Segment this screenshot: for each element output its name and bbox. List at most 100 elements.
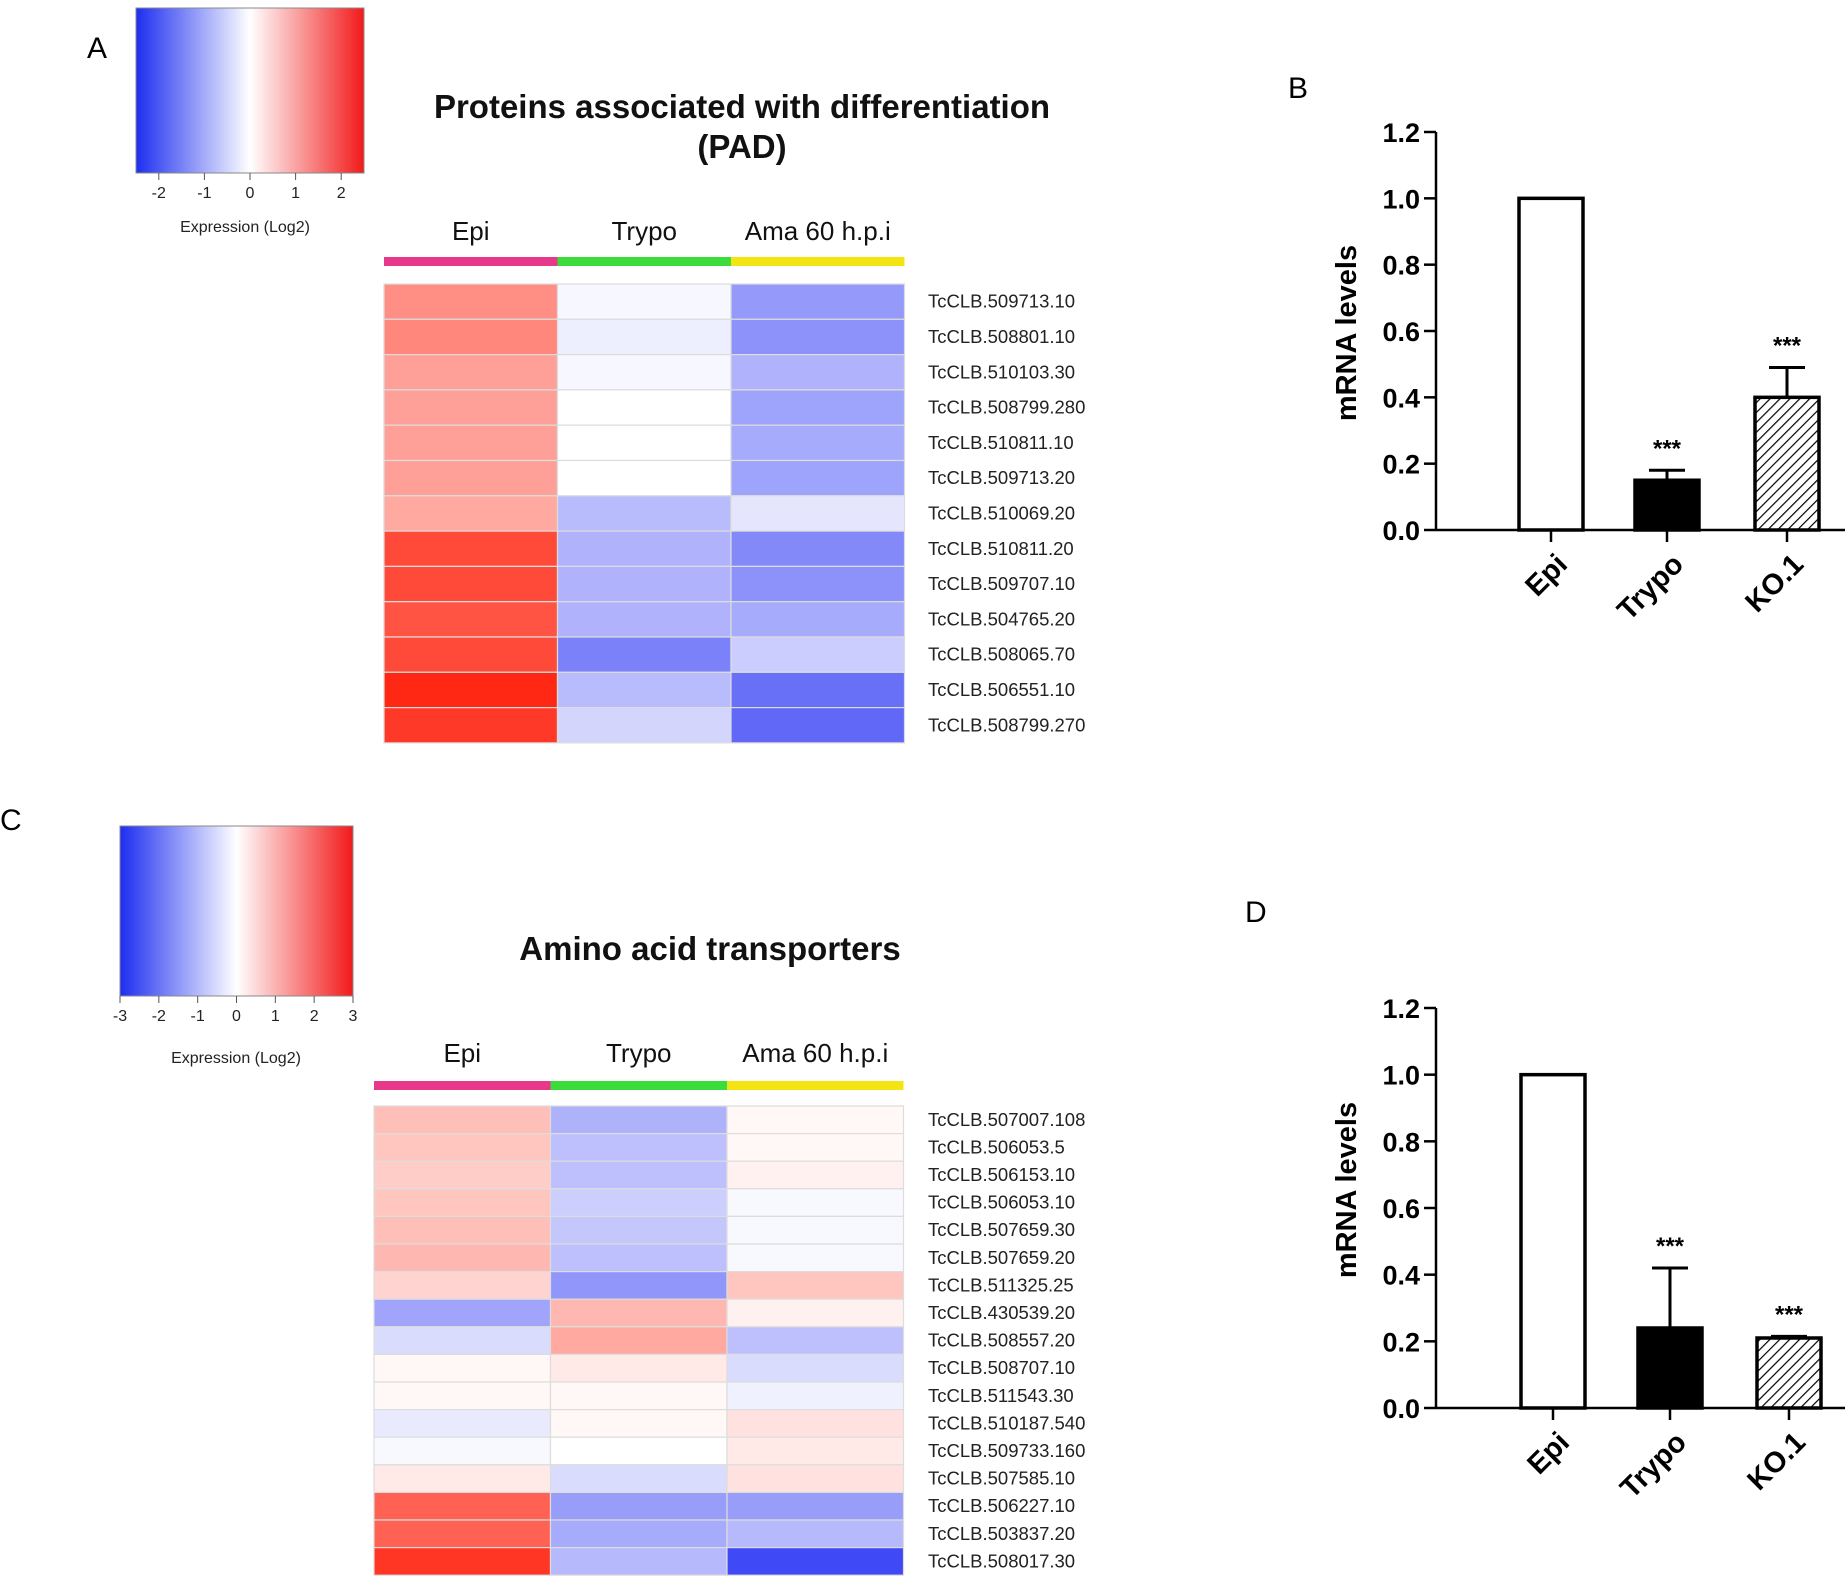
heatmap-cell [726,1215,905,1245]
heatmap-cell [556,283,732,320]
heatmap-cell [730,601,906,638]
heatmap-a-title: Proteins associated with differentiation [434,88,1050,125]
gene-label: TcCLB.509733.160 [928,1440,1085,1461]
panel-label-a: A [87,32,107,65]
column-label: Ama 60 h.p.i [745,216,891,246]
x-tick-label: KO.1 [1739,548,1809,618]
legend-tick-label: 1 [271,1008,280,1025]
gene-label: TcCLB.508557.20 [928,1330,1075,1351]
heatmap-cell [549,1464,728,1494]
heatmap-cell [730,565,906,603]
bar-b-ylabel: mRNA levels [1331,245,1363,421]
y-tick-label: 0.2 [1382,1327,1420,1357]
y-tick-label: 0.8 [1382,251,1420,281]
heatmap-cell [549,1243,728,1273]
legend-c-title: Expression (Log2) [171,1050,301,1067]
heatmap-cell [373,1132,552,1162]
bar [1636,1326,1704,1410]
heatmap-cell [549,1546,728,1576]
column-label: Epi [443,1038,481,1068]
legend-tick-label: -3 [113,1008,127,1025]
heatmap-cell [549,1326,728,1356]
gene-label: TcCLB.510187.540 [928,1412,1085,1433]
heatmap-a-gene-labels: TcCLB.509713.10 TcCLB.508801.10 TcCLB.5101… [928,291,1085,736]
heatmap-cell [549,1215,728,1245]
gene-label: TcCLB.509713.20 [928,467,1075,488]
panel-label-b: B [1288,72,1308,105]
heatmap-cell [549,1270,728,1300]
y-tick-label: 0.4 [1382,383,1420,413]
heatmap-cell [549,1132,728,1162]
significance-label: *** [1656,1233,1685,1260]
gene-label: TcCLB.506053.5 [928,1136,1065,1157]
legend-tick-label: -2 [152,185,166,202]
gene-label: TcCLB.509713.10 [928,291,1075,312]
heatmap-cell [726,1519,905,1549]
significance-label: *** [1775,1301,1804,1328]
legend-a-gradient [135,7,365,174]
bar [1633,478,1701,532]
y-tick-label: 0.4 [1382,1261,1420,1291]
heatmap-c: -3 -2 -1 0 1 2 3 Expression (Log2) Amino acid … [113,825,1085,1576]
heatmap-cell [549,1519,728,1549]
heatmap-cell [556,671,732,709]
heatmap-cell [373,1436,552,1466]
heatmap-cell [373,1160,552,1190]
heatmap-cell [556,318,732,356]
heatmap-cell [726,1270,905,1300]
heatmap-cell [726,1298,905,1328]
y-tick-label: 0.6 [1382,317,1420,347]
heatmap-cell [383,530,559,567]
y-tick-label: 1.2 [1382,118,1420,148]
y-tick-label: 0.2 [1382,450,1420,480]
y-tick-label: 0.8 [1382,1127,1420,1157]
heatmap-c-cells [373,1105,905,1576]
heatmap-cell [383,495,559,532]
column-color-bar [550,1081,727,1090]
heatmap-cell [730,354,906,391]
gene-label: TcCLB.510811.20 [928,538,1074,559]
legend-tick-label: 0 [232,1008,241,1025]
gene-label: TcCLB.508017.30 [928,1550,1075,1571]
heatmap-cell [549,1381,728,1411]
column-label: Epi [452,216,490,246]
column-color-bar [557,257,731,266]
gene-label: TcCLB.508707.10 [928,1357,1075,1378]
gene-label: TcCLB.506227.10 [928,1495,1075,1516]
heatmap-cell [556,389,732,426]
legend-tick-label: 1 [291,185,300,202]
x-tick-label: KO.1 [1741,1426,1811,1496]
heatmap-cell [383,318,559,356]
bar [1517,196,1585,532]
heatmap-cell [556,636,732,673]
gene-label: TcCLB.510103.30 [928,361,1075,382]
column-color-bar [384,257,558,266]
heatmap-cell [383,424,559,462]
heatmap-cell [373,1353,552,1383]
heatmap-c-title: Amino acid transporters [519,930,900,967]
heatmap-cell [373,1491,552,1521]
heatmap-cell [373,1546,552,1576]
heatmap-cell [726,1353,905,1383]
heatmap-cell [556,530,732,567]
y-tick-label: 1.0 [1382,184,1420,214]
legend-c-gradient [119,825,354,997]
heatmap-cell [726,1408,905,1438]
y-tick-label: 1.2 [1382,994,1420,1024]
column-color-bar [374,1081,551,1090]
gene-label: TcCLB.506153.10 [928,1164,1075,1185]
gene-label: TcCLB.509707.10 [928,573,1075,594]
gene-label: TcCLB.507585.10 [928,1468,1075,1489]
heatmap-cell [730,530,906,567]
legend-tick-label: -2 [152,1008,166,1025]
heatmap-cell [726,1243,905,1273]
heatmap-cell [549,1160,728,1190]
bar-chart-b: mRNA levels 0.0 0.2 0.4 0.6 0.8 1.0 1.2 Epi Tryp… [1331,118,1845,627]
heatmap-cell [383,636,559,673]
heatmap-cell [383,601,559,638]
column-label: Trypo [612,216,678,246]
heatmap-cell [373,1519,552,1549]
heatmap-cell [549,1353,728,1383]
gene-label: TcCLB.508799.280 [928,397,1085,418]
